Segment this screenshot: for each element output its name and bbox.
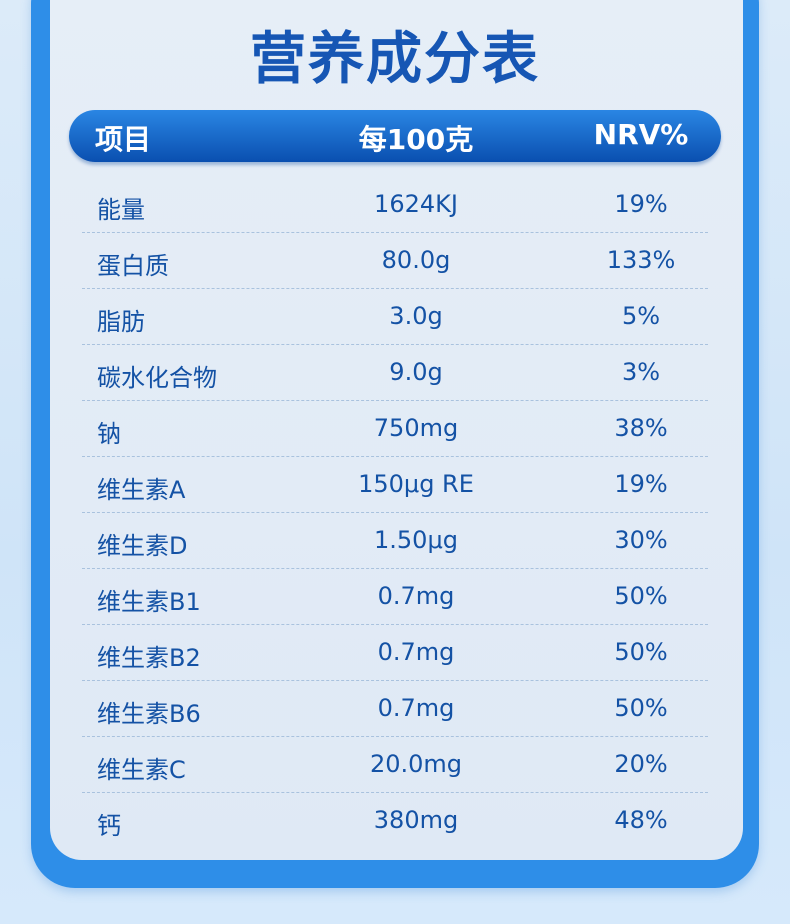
row-value: 380mg bbox=[373, 806, 459, 834]
row-nrv: 50% bbox=[614, 638, 668, 666]
row-value: 80.0g bbox=[381, 246, 451, 274]
row-nrv: 19% bbox=[614, 470, 668, 498]
row-value: 0.7mg bbox=[377, 694, 455, 722]
row-item: 维生素D bbox=[97, 532, 188, 560]
row-divider bbox=[82, 680, 708, 681]
row-divider bbox=[82, 288, 708, 289]
row-nrv: 38% bbox=[614, 414, 668, 442]
row-value: 20.0mg bbox=[369, 750, 463, 778]
table-row: 碳水化合物 9.0g 3% bbox=[0, 348, 790, 404]
row-item: 钙 bbox=[97, 812, 121, 840]
table-row: 维生素C 20.0mg 20% bbox=[0, 740, 790, 796]
row-item: 脂肪 bbox=[97, 308, 145, 336]
row-item: 能量 bbox=[97, 196, 145, 224]
row-value: 1.50μg bbox=[374, 526, 458, 554]
header-per100g: 每100克 bbox=[358, 123, 474, 156]
row-nrv: 50% bbox=[614, 694, 668, 722]
row-divider bbox=[82, 400, 708, 401]
row-item: 蛋白质 bbox=[97, 252, 169, 280]
row-item: 维生素B6 bbox=[97, 700, 201, 728]
row-divider bbox=[82, 344, 708, 345]
row-nrv: 5% bbox=[621, 302, 661, 330]
row-value: 0.7mg bbox=[377, 582, 455, 610]
table-row: 钙 380mg 48% bbox=[0, 796, 790, 852]
row-divider bbox=[82, 792, 708, 793]
row-value: 3.0g bbox=[389, 302, 443, 330]
table-row: 维生素B2 0.7mg 50% bbox=[0, 628, 790, 684]
table-row: 蛋白质 80.0g 133% bbox=[0, 236, 790, 292]
row-item: 碳水化合物 bbox=[97, 364, 217, 392]
row-nrv: 133% bbox=[606, 246, 676, 274]
table-row: 钠 750mg 38% bbox=[0, 404, 790, 460]
row-nrv: 30% bbox=[614, 526, 668, 554]
row-divider bbox=[82, 624, 708, 625]
table-row: 维生素B1 0.7mg 50% bbox=[0, 572, 790, 628]
header-item: 项目 bbox=[95, 123, 152, 156]
row-item: 维生素A bbox=[97, 476, 186, 504]
row-divider bbox=[82, 568, 708, 569]
row-divider bbox=[82, 512, 708, 513]
row-value: 750mg bbox=[373, 414, 459, 442]
table-row: 能量 1624KJ 19% bbox=[0, 180, 790, 236]
row-divider bbox=[82, 456, 708, 457]
page-title: 营养成分表 bbox=[250, 27, 540, 92]
row-nrv: 19% bbox=[614, 190, 668, 218]
row-divider bbox=[82, 232, 708, 233]
header-nrv: NRV% bbox=[593, 118, 689, 151]
row-nrv: 48% bbox=[614, 806, 668, 834]
row-item: 钠 bbox=[97, 420, 121, 448]
table-row: 维生素A 150μg RE 19% bbox=[0, 460, 790, 516]
row-value: 0.7mg bbox=[377, 638, 455, 666]
row-value: 1624KJ bbox=[374, 190, 458, 218]
table-row: 维生素B6 0.7mg 50% bbox=[0, 684, 790, 740]
row-value: 9.0g bbox=[389, 358, 443, 386]
table-row: 脂肪 3.0g 5% bbox=[0, 292, 790, 348]
table-body: 能量 1624KJ 19% 蛋白质 80.0g 133% 脂肪 3.0g 5% 碳水化合物 9.0g… bbox=[0, 180, 790, 852]
table-row: 维生素D 1.50μg 30% bbox=[0, 516, 790, 572]
row-item: 维生素C bbox=[97, 756, 186, 784]
row-item: 维生素B2 bbox=[97, 644, 201, 672]
row-nrv: 3% bbox=[621, 358, 661, 386]
row-nrv: 50% bbox=[614, 582, 668, 610]
row-value: 150μg RE bbox=[358, 470, 474, 498]
table-header: 项目 每100克 NRV% bbox=[69, 110, 721, 162]
row-divider bbox=[82, 736, 708, 737]
row-item: 维生素B1 bbox=[97, 588, 201, 616]
row-nrv: 20% bbox=[614, 750, 668, 778]
